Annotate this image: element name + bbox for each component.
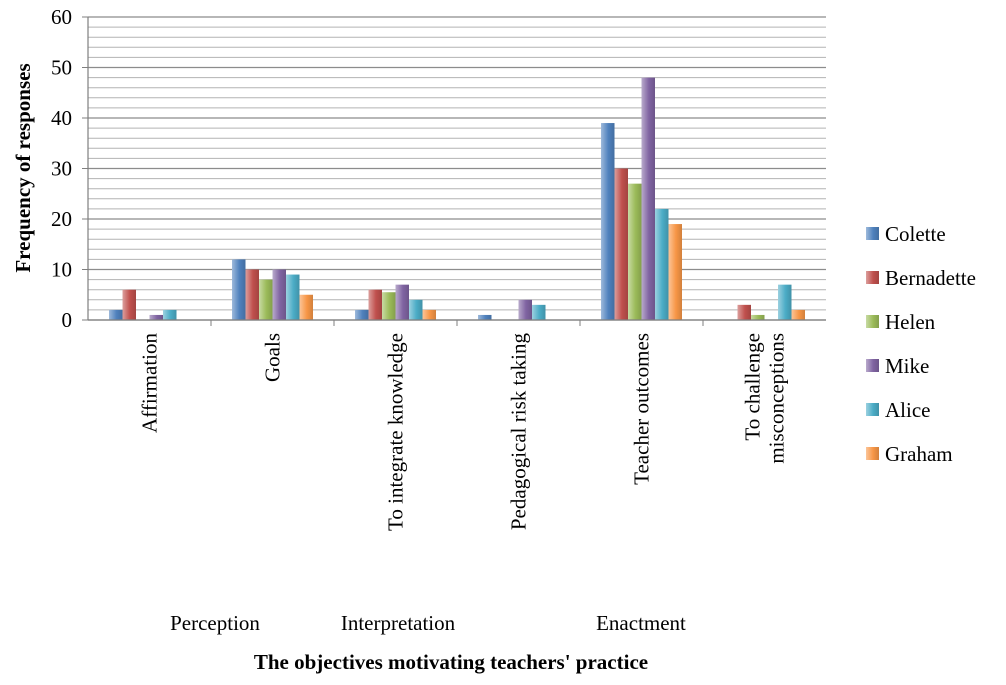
bar-helen-1 xyxy=(259,279,273,320)
bar-mike-1 xyxy=(272,269,286,320)
bar-graham-1 xyxy=(299,294,313,320)
x-category-label: To integrate knowledge xyxy=(384,333,408,531)
grid-layer xyxy=(88,16,826,321)
x-group-label: Enactment xyxy=(596,611,686,635)
legend-swatch xyxy=(866,227,879,240)
y-tick-label: 0 xyxy=(62,308,73,332)
bar-helen-4 xyxy=(628,183,642,320)
bar-mike-0 xyxy=(149,314,163,320)
bar-bernadette-0 xyxy=(122,289,136,320)
bar-bernadette-1 xyxy=(245,269,259,320)
bar-bernadette-5 xyxy=(737,304,751,320)
bar-colette-2 xyxy=(355,309,369,320)
y-tick-label: 20 xyxy=(51,207,72,231)
bar-helen-5 xyxy=(751,314,765,320)
y-axis-title: Frequency of responses xyxy=(11,63,35,272)
y-tick-label: 30 xyxy=(51,157,72,181)
bar-alice-3 xyxy=(532,304,546,320)
bar-mike-2 xyxy=(395,284,409,320)
legend-label: Alice xyxy=(885,398,930,422)
labels-layer: 0 10 20 30 40 50 60 Affirmation Goals To integrat… xyxy=(51,5,789,635)
legend-label: Helen xyxy=(885,310,936,334)
bar-graham-4 xyxy=(668,224,682,320)
bar-alice-0 xyxy=(163,309,177,320)
legend-swatch xyxy=(866,271,879,284)
bar-alice-4 xyxy=(655,208,669,320)
bar-colette-3 xyxy=(478,314,492,320)
y-tick-label: 50 xyxy=(51,56,72,80)
bar-alice-1 xyxy=(286,274,300,320)
bar-alice-2 xyxy=(409,299,423,320)
y-tick-label: 60 xyxy=(51,5,72,29)
x-category-label: Goals xyxy=(261,333,285,382)
bar-graham-2 xyxy=(422,309,436,320)
axes-layer xyxy=(82,16,826,326)
legend-swatch xyxy=(866,315,879,328)
bar-bernadette-2 xyxy=(368,289,382,320)
legend-label: Mike xyxy=(885,354,929,378)
x-category-label: To challengemisconceptions xyxy=(741,333,789,464)
legend: Colette Bernadette Helen Mike Alice Graham xyxy=(866,222,976,466)
x-category-label: Affirmation xyxy=(138,333,162,433)
bar-mike-3 xyxy=(518,299,532,320)
bar-colette-1 xyxy=(232,259,246,320)
x-group-label: Perception xyxy=(170,611,260,635)
x-group-label: Interpretation xyxy=(341,611,456,635)
bar-helen-2 xyxy=(382,292,396,320)
y-tick-label: 40 xyxy=(51,106,72,130)
legend-label: Graham xyxy=(885,442,953,466)
x-axis-title: The objectives motivating teachers' prac… xyxy=(254,650,648,674)
bar-colette-4 xyxy=(601,123,615,320)
bar-bernadette-4 xyxy=(614,168,628,320)
legend-swatch xyxy=(866,447,879,460)
bar-graham-5 xyxy=(791,309,805,320)
legend-label: Bernadette xyxy=(885,266,976,290)
bars-layer xyxy=(109,77,805,320)
legend-label: Colette xyxy=(885,222,946,246)
x-category-label: Pedagogical risk taking xyxy=(507,333,531,531)
bar-alice-5 xyxy=(778,284,792,320)
bar-mike-4 xyxy=(641,77,655,320)
x-category-label: Teacher outcomes xyxy=(630,333,654,485)
legend-swatch xyxy=(866,359,879,372)
bar-colette-0 xyxy=(109,309,123,320)
y-tick-label: 10 xyxy=(51,258,72,282)
legend-swatch xyxy=(866,403,879,416)
